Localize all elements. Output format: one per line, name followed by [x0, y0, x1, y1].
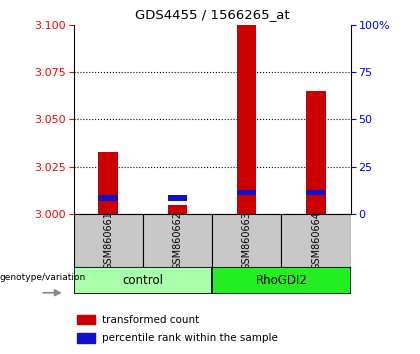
Bar [212, 267, 351, 294]
Text: RhoGDI2: RhoGDI2 [255, 274, 307, 287]
Bar [281, 214, 351, 267]
Bar [237, 25, 257, 214]
Bar [168, 195, 187, 201]
Bar [143, 214, 212, 267]
Text: control: control [122, 274, 163, 287]
Text: transformed count: transformed count [102, 315, 200, 325]
Text: percentile rank within the sample: percentile rank within the sample [102, 333, 278, 343]
Bar [74, 267, 212, 294]
Text: GSM860661: GSM860661 [103, 211, 113, 270]
Bar [306, 189, 326, 195]
Bar [98, 152, 118, 214]
Text: genotype/variation: genotype/variation [0, 273, 86, 281]
Text: GSM860663: GSM860663 [242, 211, 252, 270]
Bar [98, 195, 118, 201]
Bar [77, 333, 95, 343]
Bar [212, 214, 281, 267]
Bar [306, 91, 326, 214]
Text: GSM860664: GSM860664 [311, 211, 321, 270]
Text: GSM860662: GSM860662 [173, 211, 182, 270]
Title: GDS4455 / 1566265_at: GDS4455 / 1566265_at [135, 8, 289, 21]
Bar [237, 189, 257, 195]
Bar [77, 315, 95, 324]
Bar [168, 205, 187, 214]
Bar [74, 214, 143, 267]
